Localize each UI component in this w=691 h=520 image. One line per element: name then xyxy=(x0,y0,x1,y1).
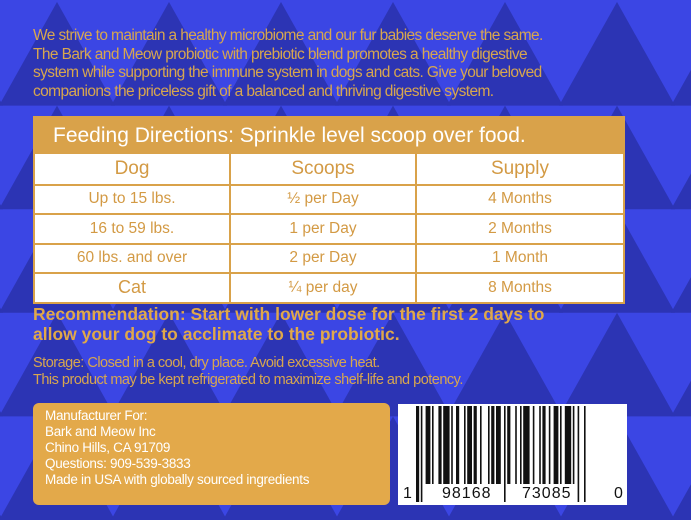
cell-scoops: 1 per Day xyxy=(229,215,415,243)
background-triangle xyxy=(671,69,691,106)
manufacturer-line: Manufacturer For: xyxy=(45,408,148,423)
barcode-bar xyxy=(443,406,450,484)
background-triangle xyxy=(111,2,227,106)
barcode-bar xyxy=(464,406,466,484)
intro-paragraph: We strive to maintain a healthy microbio… xyxy=(33,27,673,101)
header-scoops: Scoops xyxy=(229,154,415,184)
intro-line: system while supporting the immune syste… xyxy=(33,64,542,81)
intro-line: We strive to maintain a healthy microbio… xyxy=(33,27,543,44)
background-triangle xyxy=(559,2,675,106)
cell-scoops: ¼ per day xyxy=(229,274,415,302)
table-header-row: Dog Scoops Supply xyxy=(35,154,623,184)
barcode-bar xyxy=(420,406,423,502)
intro-line: companions the priceless gift of a balan… xyxy=(33,82,494,100)
table-row: Cat ¼ per day 8 Months xyxy=(35,272,623,302)
cell-scoops: 2 per Day xyxy=(229,244,415,272)
barcode-bar xyxy=(473,406,477,484)
background-triangle xyxy=(671,380,691,417)
intro-line: The Bark and Meow probiotic with prebiot… xyxy=(33,45,528,63)
feeding-directions-table: Feeding Directions: Sprinkle level scoop… xyxy=(33,116,625,304)
background-triangle xyxy=(0,2,115,106)
barcode-bar xyxy=(451,406,453,484)
background-triangle xyxy=(671,484,691,520)
background-triangle xyxy=(447,2,563,106)
background-triangle xyxy=(671,277,691,313)
cell-weight: 16 to 59 lbs. xyxy=(89,219,175,237)
cell-supply: 8 Months xyxy=(415,274,623,302)
header-dog: Dog xyxy=(114,157,150,179)
background-triangle xyxy=(0,312,115,417)
manufacturer-line: Bark and Meow Inc xyxy=(45,424,156,439)
barcode-digits: 73085 xyxy=(522,485,572,502)
upc-barcode: 1 98168 73085 0 xyxy=(398,404,627,505)
barcode-bar xyxy=(564,406,572,484)
header-supply: Supply xyxy=(415,154,623,184)
barcode-bar xyxy=(548,406,551,484)
barcode-bar xyxy=(491,406,495,484)
barcode-bars xyxy=(416,406,586,502)
cell-supply: 4 Months xyxy=(415,185,623,213)
cell-supply: 1 Month xyxy=(415,244,623,272)
cell-weight: 60 lbs. and over xyxy=(76,249,188,267)
barcode-bar xyxy=(507,406,511,484)
recommendation-line: Recommendation: Start with lower dose fo… xyxy=(33,304,545,324)
barcode-bar xyxy=(456,406,460,484)
table-row: Up to 15 lbs. ½ per Day 4 Months xyxy=(35,183,623,213)
feeding-directions-title: Feeding Directions: Sprinkle level scoop… xyxy=(35,118,623,154)
table-row: 60 lbs. and over 2 per Day 1 Month xyxy=(35,242,623,272)
background-triangle xyxy=(335,312,451,417)
cell-supply: 2 Months xyxy=(415,215,623,243)
cell-weight: Up to 15 lbs. xyxy=(88,190,176,208)
barcode-bar xyxy=(416,406,420,502)
background-triangle xyxy=(223,312,339,417)
barcode-digits: 98168 xyxy=(442,485,492,502)
barcode-digit: 1 xyxy=(403,485,412,502)
barcode-bar xyxy=(553,406,559,484)
barcode-bar xyxy=(542,406,546,484)
manufacturer-box: Manufacturer For: Bark and Meow Inc Chin… xyxy=(33,403,390,505)
barcode-bar xyxy=(539,406,541,484)
barcode-bar xyxy=(532,406,535,484)
background-triangle xyxy=(447,312,563,417)
manufacturer-line: Made in USA with globally sourced ingred… xyxy=(45,472,310,487)
storage-line: Storage: Closed in a cool, dry place. Av… xyxy=(33,355,380,371)
barcode-bar xyxy=(504,406,506,502)
barcode-bar xyxy=(523,406,530,484)
background-triangle xyxy=(671,173,691,210)
barcode-bar xyxy=(560,406,562,484)
barcode-bar xyxy=(496,406,501,484)
background-triangle xyxy=(223,2,339,106)
background-triangle xyxy=(111,312,227,417)
barcode-bar xyxy=(488,406,490,484)
manufacturer-line: Chino Hills, CA 91709 xyxy=(45,440,171,455)
storage-instructions: Storage: Closed in a cool, dry place. Av… xyxy=(33,355,673,389)
cell-weight: Cat xyxy=(117,277,146,298)
barcode-bar xyxy=(520,406,522,484)
recommendation: Recommendation: Start with lower dose fo… xyxy=(33,304,673,344)
barcode-bar xyxy=(572,406,575,484)
background-triangle xyxy=(335,2,451,106)
barcode-bar xyxy=(480,406,482,484)
background-triangle xyxy=(559,312,675,417)
barcode-bar xyxy=(577,406,580,502)
manufacturer-line: Questions: 909-539-3833 xyxy=(45,456,191,471)
barcode-bar xyxy=(467,406,472,484)
barcode-bar xyxy=(425,406,431,484)
cell-scoops: ½ per Day xyxy=(229,185,415,213)
barcode-bar xyxy=(432,406,434,484)
barcode-bar xyxy=(438,406,442,484)
barcode-digit: 0 xyxy=(614,485,623,502)
recommendation-line: allow your dog to acclimate to the probi… xyxy=(33,324,400,344)
barcode-bar xyxy=(515,406,517,484)
barcode-bar xyxy=(584,406,586,502)
table-row: 16 to 59 lbs. 1 per Day 2 Months xyxy=(35,213,623,243)
storage-line: This product may be kept refrigerated to… xyxy=(33,372,463,388)
